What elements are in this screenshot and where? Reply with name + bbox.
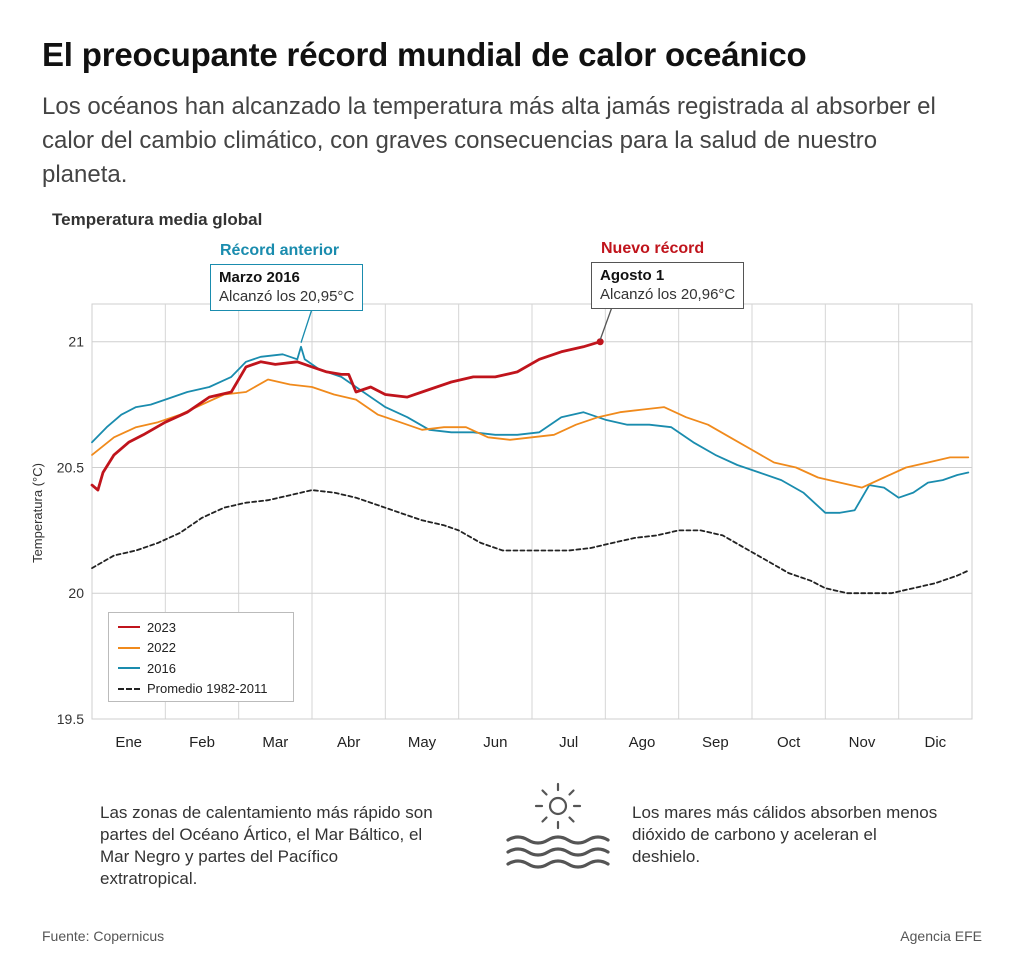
new-record-callout: Agosto 1 Alcanzó los 20,96°C bbox=[591, 262, 745, 309]
legend-item-2016: 2016 bbox=[118, 658, 293, 679]
x-tick-label: Ene bbox=[115, 734, 142, 751]
x-tick-label: Feb bbox=[189, 734, 215, 751]
new-record-point bbox=[596, 338, 604, 346]
x-tick-label: Abr bbox=[337, 734, 360, 751]
series-line-2016 bbox=[91, 345, 970, 514]
page-subtitle: Los océanos han alcanzado la temperatura… bbox=[42, 93, 936, 188]
legend-swatch-2016 bbox=[118, 667, 140, 670]
previous-record-callout: Marzo 2016 Alcanzó los 20,95°C bbox=[210, 264, 364, 311]
legend-swatch-2022 bbox=[118, 646, 140, 649]
x-tick-label: Nov bbox=[849, 734, 876, 751]
x-tick-label: May bbox=[408, 734, 437, 751]
x-tick-label: Jun bbox=[483, 734, 507, 751]
sun-over-waves-icon bbox=[506, 782, 610, 869]
legend-label: Promedio 1982-2011 bbox=[147, 681, 268, 697]
series-layer bbox=[90, 338, 970, 595]
y-tick-label: 19.5 bbox=[57, 711, 84, 727]
annotation-connectors bbox=[300, 306, 613, 343]
y-tick-label: 20.5 bbox=[57, 459, 84, 475]
footnote-warm-seas: Los mares más cálidos absorben menos dió… bbox=[632, 803, 938, 866]
legend-swatch-2023 bbox=[118, 626, 140, 629]
legend-label: 2023 bbox=[147, 619, 176, 635]
series-line-2023 bbox=[90, 340, 602, 492]
new-record-date: Agosto 1 bbox=[600, 267, 665, 284]
legend-item-2022: 2022 bbox=[118, 638, 293, 659]
new-record-value: Alcanzó los 20,96°C bbox=[600, 286, 736, 303]
axis-layer: 19.5 20 20.5 21 Ene Feb Mar Abr May Jun Jul Ago Sep O… bbox=[57, 334, 947, 751]
series-line-2022 bbox=[91, 378, 970, 489]
legend-item-2023: 2023 bbox=[118, 617, 293, 638]
chart-title: Temperatura media global bbox=[52, 210, 263, 229]
footnote-warming-zones: Las zonas de calentamiento más rápido so… bbox=[100, 803, 433, 888]
legend-swatch-average bbox=[118, 687, 140, 690]
grid-layer bbox=[91, 303, 973, 720]
x-tick-label: Ago bbox=[629, 734, 656, 751]
y-tick-label: 20 bbox=[68, 585, 84, 601]
legend-label: 2016 bbox=[147, 660, 176, 676]
x-tick-label: Jul bbox=[559, 734, 578, 751]
x-tick-label: Dic bbox=[924, 734, 946, 751]
x-tick-label: Mar bbox=[262, 734, 288, 751]
legend-item-average: Promedio 1982-2011 bbox=[118, 679, 293, 700]
y-tick-label: 21 bbox=[68, 334, 84, 350]
new-record-label: Nuevo récord bbox=[601, 240, 705, 257]
previous-record-date: Marzo 2016 bbox=[219, 269, 300, 286]
chart-legend: 2023 2022 2016 Promedio 1982-2011 bbox=[108, 612, 294, 702]
source-credit: Fuente: Copernicus bbox=[42, 928, 165, 944]
legend-label: 2022 bbox=[147, 640, 176, 656]
series-line-promedio-1982-2011 bbox=[91, 489, 970, 595]
x-tick-label: Oct bbox=[777, 734, 801, 751]
previous-record-value: Alcanzó los 20,95°C bbox=[219, 288, 355, 305]
agency-credit: Agencia EFE bbox=[900, 928, 982, 944]
x-tick-label: Sep bbox=[702, 734, 729, 751]
new-record-connector bbox=[599, 306, 613, 340]
y-axis-label: Temperatura (°C) bbox=[30, 463, 45, 563]
page-title: El preocupante récord mundial de calor o… bbox=[42, 36, 807, 73]
previous-record-label: Récord anterior bbox=[220, 242, 340, 259]
previous-record-connector bbox=[300, 308, 313, 343]
